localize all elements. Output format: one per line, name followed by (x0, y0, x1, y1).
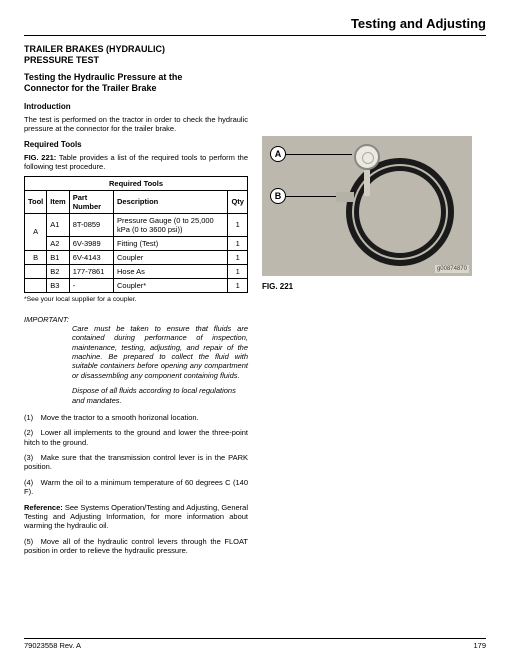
reference-lead: Reference: (24, 503, 63, 512)
sub-line2: Connector for the Trailer Brake (24, 83, 157, 93)
th-tool: Tool (25, 190, 47, 213)
page-footer: 79023558 Rev. A 179 (24, 638, 486, 650)
lead-line-b (286, 196, 336, 197)
figure-caption: FIG. 221 (262, 282, 486, 291)
right-column: A B g00874870 FIG. 221 (262, 44, 486, 561)
cell-tool: A (25, 213, 47, 250)
header-rule (24, 35, 486, 36)
cell-item: A2 (47, 236, 69, 250)
figure-221: A B g00874870 (262, 136, 472, 276)
intro-heading: Introduction (24, 102, 248, 111)
fig-reference-text: FIG. 221: Table provides a list of the r… (24, 153, 248, 172)
step-2: (2) Lower all implements to the ground a… (24, 428, 248, 447)
intro-text: The test is performed on the tractor in … (24, 115, 248, 134)
table-row: B3 - Coupler* 1 (25, 278, 248, 292)
th-item: Item (47, 190, 69, 213)
table-title: Required Tools (25, 176, 248, 190)
step-3: (3) Make sure that the transmission cont… (24, 453, 248, 472)
cell-part: 6V-3989 (69, 236, 113, 250)
figure-id: g00874870 (435, 265, 469, 273)
cell-qty: 1 (228, 264, 248, 278)
table-row: A A1 8T-0859 Pressure Gauge (0 to 25,000… (25, 213, 248, 236)
cell-desc: Pressure Gauge (0 to 25,000 kPa (0 to 36… (114, 213, 228, 236)
th-part: Part Number (69, 190, 113, 213)
page-header: Testing and Adjusting (24, 16, 486, 31)
section-heading: TRAILER BRAKES (HYDRAULIC) PRESSURE TEST (24, 44, 248, 66)
table-row: B2 177-7861 Hose As 1 (25, 264, 248, 278)
fig-text: Table provides a list of the required to… (24, 153, 248, 171)
reference-note: Reference: See Systems Operation/Testing… (24, 503, 248, 531)
table-footnote: *See your local supplier for a coupler. (24, 296, 248, 303)
gauge-stem-icon (364, 170, 370, 196)
fig-lead: FIG. 221: (24, 153, 56, 162)
cell-qty: 1 (228, 278, 248, 292)
sub-line1: Testing the Hydraulic Pressure at the (24, 72, 182, 82)
main-columns: TRAILER BRAKES (HYDRAULIC) PRESSURE TEST… (24, 44, 486, 561)
th-qty: Qty (228, 190, 248, 213)
cell-tool: B (25, 250, 47, 264)
step-4: (4) Warm the oil to a minimum temperatur… (24, 478, 248, 497)
cell-desc: Coupler (114, 250, 228, 264)
cell-qty: 1 (228, 213, 248, 236)
footer-left: 79023558 Rev. A (24, 641, 81, 650)
cell-desc: Hose As (114, 264, 228, 278)
cell-desc: Fitting (Test) (114, 236, 228, 250)
left-column: TRAILER BRAKES (HYDRAULIC) PRESSURE TEST… (24, 44, 248, 561)
section-line1: TRAILER BRAKES (HYDRAULIC) (24, 44, 165, 54)
table-row: A2 6V-3989 Fitting (Test) 1 (25, 236, 248, 250)
sub-heading: Testing the Hydraulic Pressure at the Co… (24, 72, 248, 95)
connector-icon (336, 192, 354, 202)
cell-item: B3 (47, 278, 69, 292)
cell-item: B1 (47, 250, 69, 264)
important-lead: IMPORTANT: (24, 315, 69, 324)
callout-b: B (270, 188, 286, 204)
cell-item: A1 (47, 213, 69, 236)
cell-qty: 1 (228, 250, 248, 264)
cell-qty: 1 (228, 236, 248, 250)
cell-part: 177-7861 (69, 264, 113, 278)
cell-part: 8T-0859 (69, 213, 113, 236)
cell-tool (25, 278, 47, 292)
important-body: Care must be taken to ensure that fluids… (24, 324, 248, 380)
required-tools-heading: Required Tools (24, 140, 248, 149)
table-header-row: Tool Item Part Number Description Qty (25, 190, 248, 213)
gauge-icon (354, 144, 380, 170)
required-tools-table: Required Tools Tool Item Part Number Des… (24, 176, 248, 293)
lead-line-a (286, 154, 352, 155)
cell-tool (25, 264, 47, 278)
step-5: (5) Move all of the hydraulic control le… (24, 537, 248, 556)
important-note: IMPORTANT: Care must be taken to ensure … (24, 315, 248, 381)
footer-right: 179 (473, 641, 486, 650)
step-1: (1) Move the tractor to a smooth horizon… (24, 413, 248, 422)
table-row: B B1 6V-4143 Coupler 1 (25, 250, 248, 264)
cell-part: 6V-4143 (69, 250, 113, 264)
cell-item: B2 (47, 264, 69, 278)
callout-a: A (270, 146, 286, 162)
cell-part: - (69, 278, 113, 292)
cell-desc: Coupler* (114, 278, 228, 292)
th-desc: Description (114, 190, 228, 213)
section-line2: PRESSURE TEST (24, 55, 99, 65)
dispose-note: Dispose of all fluids according to local… (24, 386, 248, 405)
